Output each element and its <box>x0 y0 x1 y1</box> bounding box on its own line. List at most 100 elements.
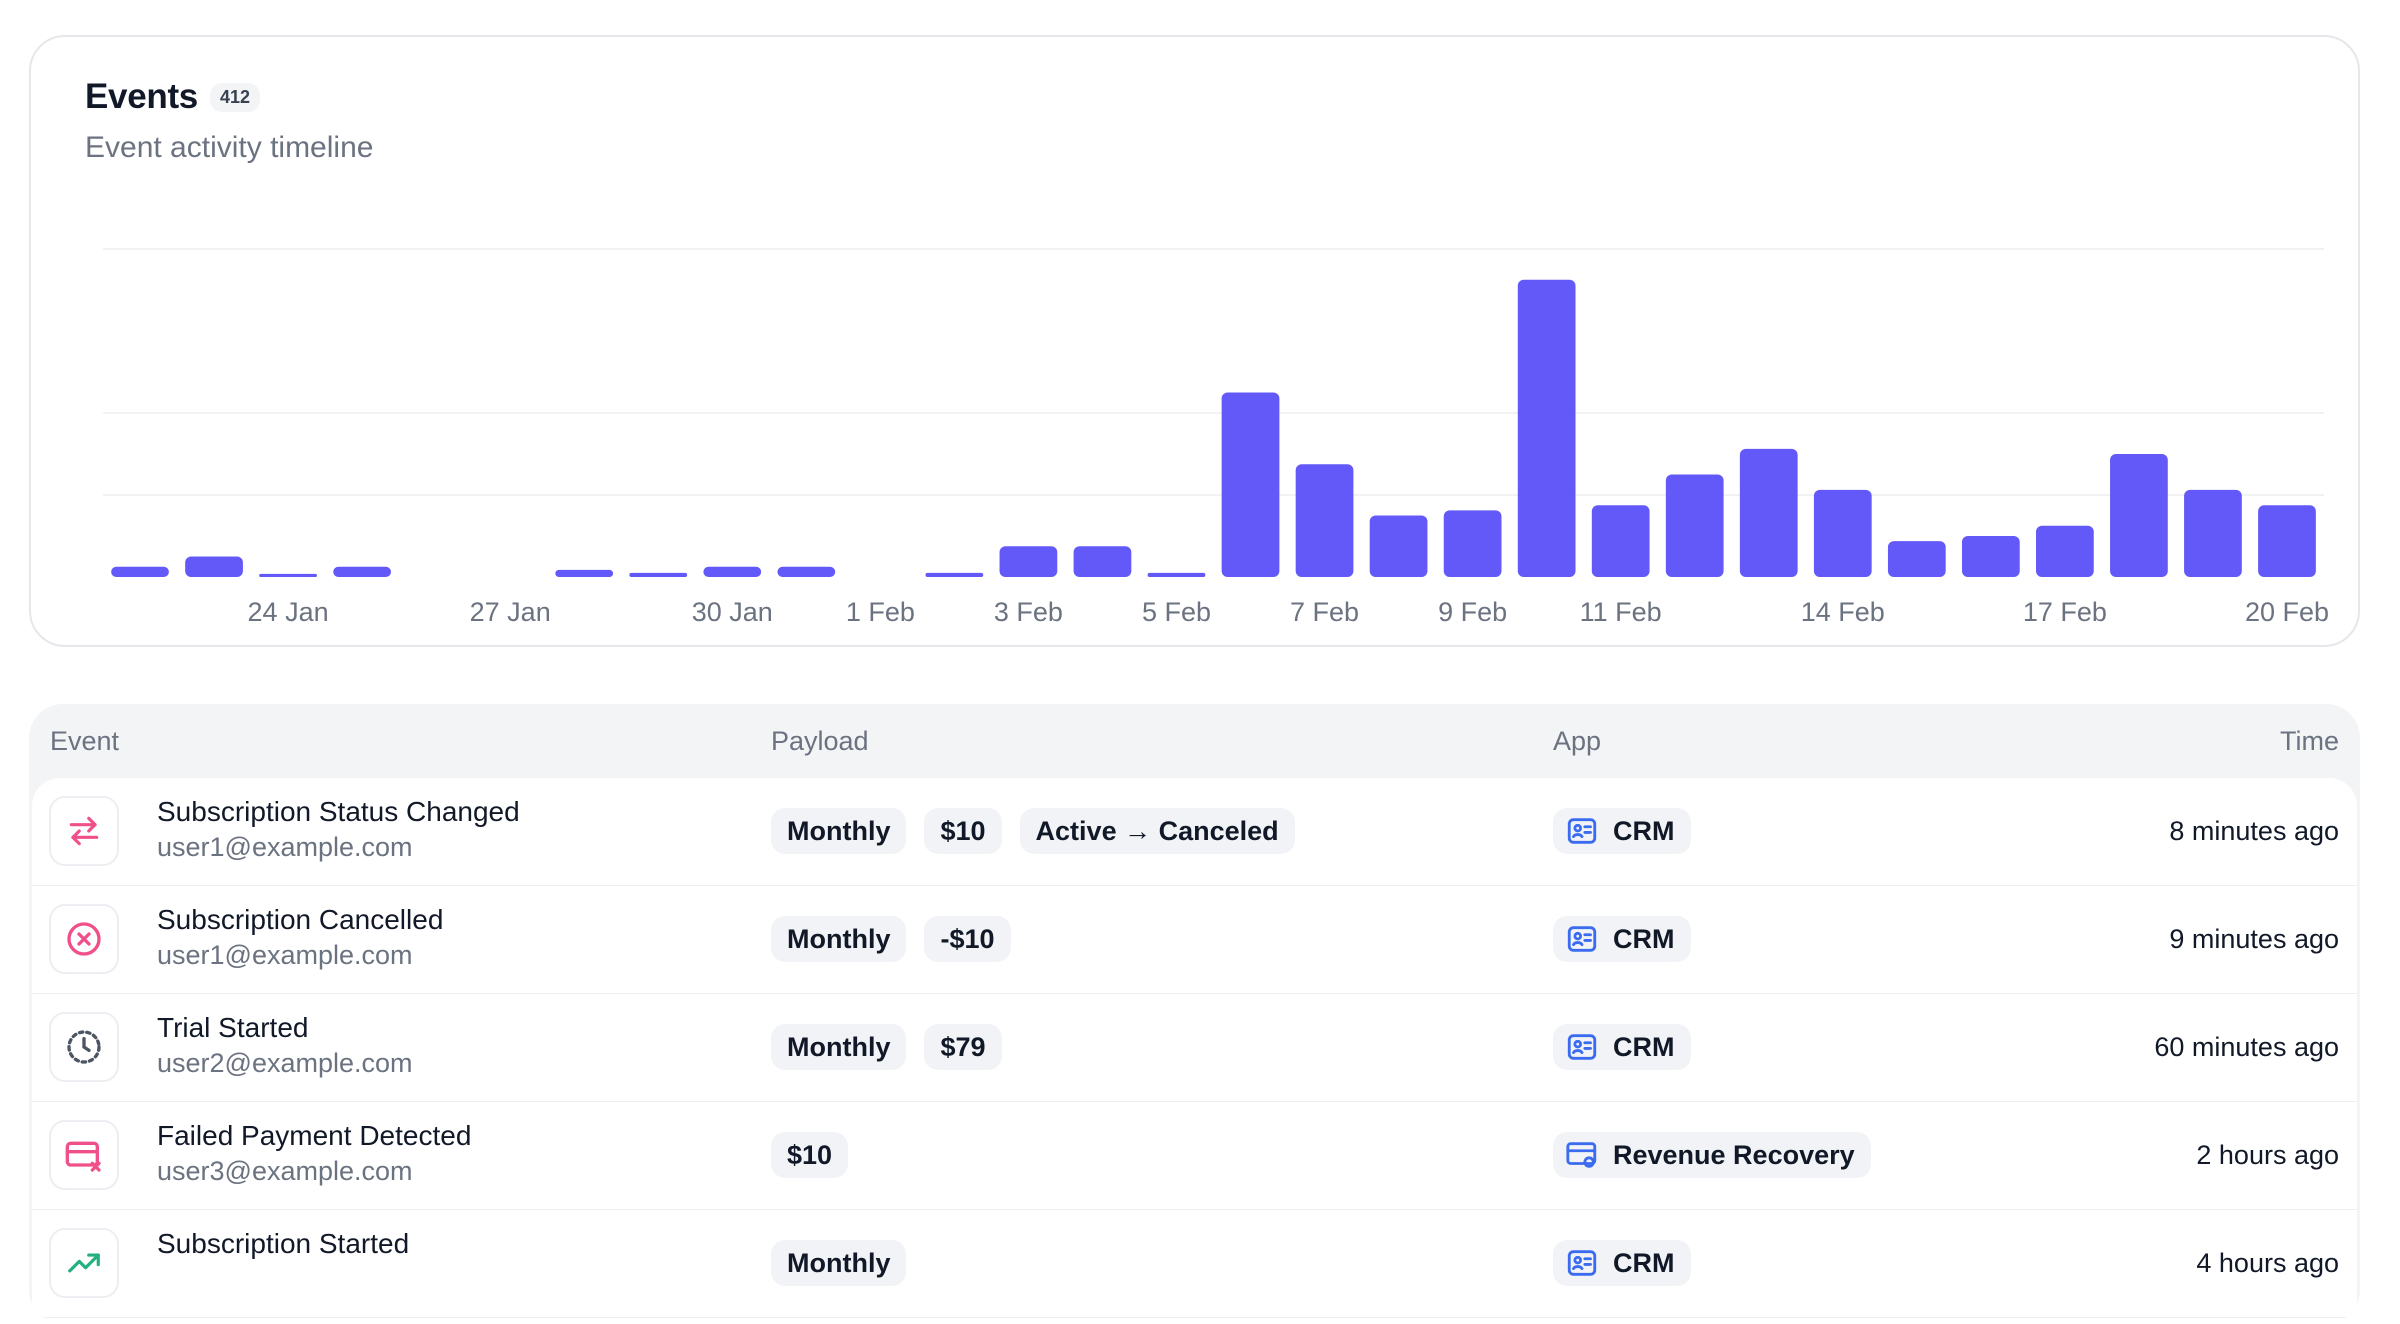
chart-bar[interactable] <box>777 566 836 577</box>
app-badge[interactable]: CRM <box>1553 916 1691 962</box>
chart-bar[interactable] <box>999 546 1058 577</box>
payload-chips: Monthly $10 Active → Canceled <box>771 808 1295 854</box>
payload-chip: $79 <box>924 1024 1002 1070</box>
chart-bar[interactable] <box>1147 572 1206 577</box>
x-tick-label: 9 Feb <box>1438 597 1507 627</box>
chart-bar[interactable] <box>2258 505 2316 577</box>
table-row[interactable]: Subscription Cancelled user1@example.com M… <box>32 886 2357 994</box>
chart-bar[interactable] <box>185 556 243 578</box>
column-header-time[interactable]: Time <box>2280 726 2339 756</box>
chart-bar[interactable] <box>1517 279 1576 577</box>
chart-bar[interactable] <box>1961 536 2020 577</box>
chart-bar[interactable] <box>2036 525 2094 577</box>
payload-chip: Monthly <box>771 1024 907 1070</box>
column-header-event[interactable]: Event <box>50 726 120 756</box>
x-tick-label: 30 Jan <box>692 597 773 627</box>
chart-bar[interactable] <box>703 566 762 577</box>
app-name: CRM <box>1613 923 1675 954</box>
event-time: 4 hours ago <box>2196 1248 2339 1278</box>
revenue-recovery-icon <box>1565 1138 1599 1172</box>
column-header-app[interactable]: App <box>1553 726 1602 756</box>
table-row[interactable]: Trial Started user2@example.com Monthly $79… <box>32 994 2357 1102</box>
event-name: Subscription Cancelled <box>157 904 444 935</box>
crm-icon <box>1565 814 1599 848</box>
payload-chip: Active → Canceled <box>1019 808 1295 854</box>
crm-icon <box>1565 1030 1599 1064</box>
event-user-email[interactable]: user2@example.com <box>157 1048 413 1078</box>
payload-chip: Monthly <box>771 1240 907 1286</box>
chart-bar[interactable] <box>259 573 317 577</box>
chart-bar[interactable] <box>1739 448 1798 577</box>
table-body: Subscription Status Changed user1@example… <box>32 778 2357 1324</box>
events-card: Events 412 Event activity timeline 24 Ja… <box>29 35 2360 647</box>
table-row[interactable]: Failed Payment Detected user3@example.com… <box>32 1102 2357 1210</box>
app-badge[interactable]: Revenue Recovery <box>1553 1132 1871 1178</box>
x-tick-label: 11 Feb <box>1580 597 1662 627</box>
app-name: Revenue Recovery <box>1613 1139 1855 1170</box>
chart-bar[interactable] <box>555 569 614 577</box>
x-tick-label: 1 Feb <box>846 597 915 627</box>
app-cell: CRM <box>1553 1024 1691 1070</box>
x-tick-label: 17 Feb <box>2023 597 2107 627</box>
x-tick-label: 14 Feb <box>1801 597 1885 627</box>
event-name: Failed Payment Detected <box>157 1120 472 1151</box>
crm-icon <box>1565 1246 1599 1280</box>
chart-bar[interactable] <box>1591 505 1650 577</box>
page-title: Events <box>85 77 198 116</box>
growth-arrow-icon <box>49 1228 119 1298</box>
chart-bar[interactable] <box>1813 489 1872 577</box>
event-time: 9 minutes ago <box>2169 924 2339 954</box>
x-tick-label: 20 Feb <box>2245 597 2329 627</box>
payload-chips: Monthly <box>771 1240 907 1286</box>
app-badge[interactable]: CRM <box>1553 1024 1691 1070</box>
chart-bar[interactable] <box>1221 392 1280 578</box>
payload-chip: $10 <box>924 808 1002 854</box>
chart-bar[interactable] <box>1295 464 1354 577</box>
x-tick-label: 3 Feb <box>994 597 1063 627</box>
chart-bar[interactable] <box>111 566 169 577</box>
column-header-payload[interactable]: Payload <box>771 726 869 756</box>
event-name: Subscription Started <box>157 1228 410 1259</box>
app-badge[interactable]: CRM <box>1553 1240 1691 1286</box>
app-name: CRM <box>1613 1031 1675 1062</box>
chart-bar[interactable] <box>2184 489 2242 577</box>
table-row[interactable]: Subscription Status Changed user1@example… <box>32 778 2357 886</box>
x-tick-label: 5 Feb <box>1142 597 1211 627</box>
cancel-circle-icon <box>49 904 119 974</box>
table-header: Event Payload App Time <box>29 704 2360 778</box>
chart-bar[interactable] <box>1443 510 1502 577</box>
chart-bar[interactable] <box>1665 474 1724 578</box>
chart-bar[interactable] <box>629 572 688 577</box>
status-change-icon <box>49 796 119 866</box>
event-name: Trial Started <box>157 1012 309 1043</box>
events-table: Event Payload App Time Subscription Stat… <box>29 704 2360 1324</box>
app-cell: CRM <box>1553 916 1691 962</box>
event-time: 2 hours ago <box>2196 1140 2339 1170</box>
event-time: 8 minutes ago <box>2169 816 2339 846</box>
event-user-email[interactable]: user1@example.com <box>157 940 413 970</box>
table-row[interactable]: Subscription Started Monthly CRM 4 hours ag… <box>32 1210 2357 1318</box>
payload-chip: -$10 <box>924 916 1011 962</box>
chart-bar[interactable] <box>1369 515 1428 578</box>
title-row: Events 412 <box>85 77 373 117</box>
x-tick-label: 7 Feb <box>1290 597 1359 627</box>
chart-bar[interactable] <box>1887 541 1946 577</box>
app-badge[interactable]: CRM <box>1553 808 1691 854</box>
chart-bar[interactable] <box>333 566 391 577</box>
chart-bar[interactable] <box>1073 546 1132 577</box>
chart-bar[interactable] <box>925 572 984 577</box>
event-user-email[interactable]: user1@example.com <box>157 832 413 862</box>
app-cell: CRM <box>1553 808 1691 854</box>
payload-chip: $10 <box>771 1132 849 1178</box>
app-name: CRM <box>1613 815 1675 846</box>
failed-card-icon <box>49 1120 119 1190</box>
payload-chip: Monthly <box>771 808 907 854</box>
crm-icon <box>1565 922 1599 956</box>
events-count-badge: 412 <box>209 82 261 112</box>
event-user-email[interactable]: user3@example.com <box>157 1156 413 1186</box>
event-time: 60 minutes ago <box>2154 1032 2339 1062</box>
page-subtitle: Event activity timeline <box>85 131 374 164</box>
app-name: CRM <box>1613 1247 1675 1278</box>
chart-bar[interactable] <box>2110 454 2168 577</box>
app-cell: CRM <box>1553 1240 1691 1286</box>
